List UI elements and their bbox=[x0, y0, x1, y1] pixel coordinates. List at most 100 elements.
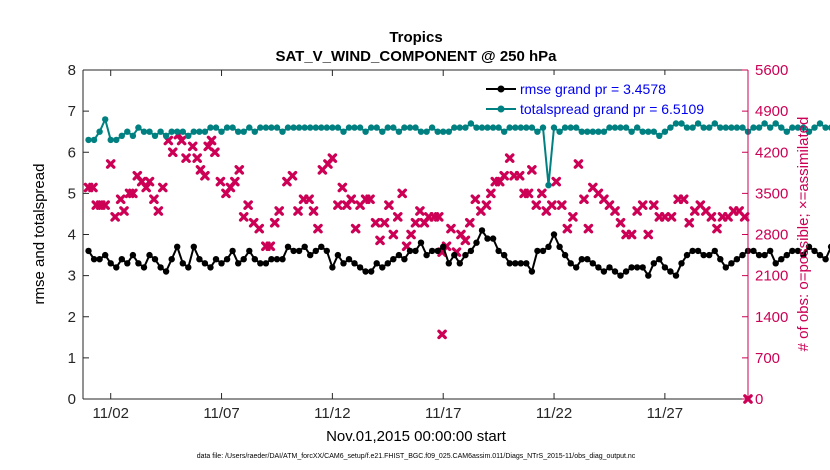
spread-point bbox=[778, 124, 785, 131]
obs-assimilated-marker bbox=[626, 229, 637, 240]
rmse-point bbox=[678, 260, 685, 267]
obs-assimilated-marker bbox=[406, 229, 416, 240]
spread-point bbox=[706, 124, 713, 131]
spread-point bbox=[273, 124, 281, 131]
rmse-point bbox=[755, 251, 763, 259]
rmse-point bbox=[489, 235, 497, 242]
obs-assimilated-marker bbox=[243, 200, 253, 210]
spread-point bbox=[406, 124, 414, 131]
spread-point bbox=[240, 128, 247, 135]
rmse-point bbox=[318, 243, 325, 250]
obs-assimilated-marker bbox=[350, 223, 361, 234]
spread-point bbox=[728, 124, 735, 131]
y-tick-label-right: 700 bbox=[755, 350, 780, 367]
spread-point bbox=[140, 128, 148, 135]
spread-point bbox=[151, 132, 159, 139]
legend-spread-label: totalspread grand pr = 6.5109 bbox=[520, 101, 704, 117]
obs-assimilated-marker bbox=[610, 206, 620, 216]
spread-point bbox=[323, 124, 330, 131]
rmse-point bbox=[390, 256, 397, 263]
obs-assimilated-marker bbox=[370, 217, 381, 228]
rmse-point bbox=[107, 260, 114, 267]
obs-assimilated-marker bbox=[269, 217, 280, 228]
spread-point bbox=[290, 124, 297, 131]
rmse-point bbox=[589, 260, 596, 267]
rmse-point bbox=[246, 247, 253, 255]
y-tick-label-right: 4900 bbox=[755, 103, 788, 120]
rmse-point bbox=[478, 227, 486, 234]
spread-point bbox=[489, 124, 497, 131]
rmse-point bbox=[523, 260, 530, 267]
spread-point bbox=[340, 128, 347, 135]
spread-point bbox=[561, 124, 569, 131]
rmse-point bbox=[645, 272, 652, 279]
rmse-point bbox=[212, 256, 220, 263]
rmse-point bbox=[827, 243, 830, 250]
rmse-point bbox=[340, 260, 347, 267]
rmse-point bbox=[600, 268, 608, 275]
legend-rmse-marker bbox=[497, 85, 505, 93]
spread-point bbox=[606, 124, 613, 131]
rmse-point bbox=[794, 247, 802, 255]
spread-point bbox=[207, 124, 214, 131]
obs-assimilated-marker bbox=[551, 176, 562, 187]
rmse-point bbox=[140, 264, 148, 271]
spread-point bbox=[484, 124, 491, 131]
spread-point bbox=[622, 124, 630, 131]
spread-point bbox=[345, 124, 353, 131]
x-tick-label: 11/22 bbox=[536, 405, 572, 422]
x-tick-label: 11/12 bbox=[314, 405, 350, 422]
spread-point bbox=[428, 124, 436, 131]
rmse-point bbox=[368, 268, 375, 275]
spread-point bbox=[739, 124, 746, 131]
rmse-point bbox=[162, 268, 170, 275]
rmse-point bbox=[661, 264, 669, 271]
spread-point bbox=[523, 124, 530, 131]
rmse-point bbox=[639, 264, 646, 271]
rmse-point bbox=[102, 251, 109, 259]
spread-point bbox=[800, 124, 807, 131]
spread-point bbox=[717, 124, 724, 131]
rmse-point bbox=[789, 247, 796, 255]
rmse-point bbox=[634, 264, 641, 271]
obs-assimilated-marker bbox=[287, 170, 298, 181]
rmse-point bbox=[279, 256, 286, 263]
spread-point bbox=[578, 128, 585, 135]
rmse-point bbox=[251, 256, 258, 263]
spread-point bbox=[356, 124, 364, 131]
obs-assimilated-marker bbox=[583, 223, 594, 234]
rmse-point bbox=[440, 243, 447, 250]
rmse-series-layer bbox=[85, 227, 830, 279]
y-tick-label-right: 1400 bbox=[755, 309, 788, 326]
obs-assimilated-marker bbox=[346, 194, 357, 205]
spread-point bbox=[539, 124, 547, 131]
spread-point bbox=[318, 124, 325, 131]
spread-point bbox=[445, 128, 452, 135]
rmse-point bbox=[223, 256, 231, 263]
y-tick-label: 2 bbox=[68, 309, 76, 326]
obs-assimilated-marker bbox=[265, 241, 276, 252]
obs-assimilated-marker bbox=[144, 176, 155, 187]
spread-point bbox=[417, 128, 425, 135]
spread-point bbox=[124, 128, 131, 135]
spread-point bbox=[584, 128, 591, 135]
obs-assimilated-marker bbox=[192, 153, 202, 163]
rmse-point bbox=[534, 247, 541, 255]
spread-point bbox=[90, 136, 98, 144]
spread-point bbox=[162, 132, 170, 139]
spread-point bbox=[750, 124, 757, 131]
spread-point bbox=[329, 124, 336, 131]
rmse-point bbox=[783, 251, 790, 259]
rmse-point bbox=[268, 256, 275, 263]
spread-point bbox=[794, 124, 802, 131]
rmse-point bbox=[196, 256, 203, 263]
rmse-point bbox=[417, 239, 425, 246]
rmse-point bbox=[550, 231, 558, 238]
legend-box bbox=[478, 75, 740, 119]
rmse-point bbox=[512, 260, 519, 267]
x-tick-label: 11/27 bbox=[647, 405, 683, 422]
spread-point bbox=[462, 124, 469, 131]
rmse-point bbox=[201, 260, 209, 267]
obs-assimilated-marker bbox=[579, 194, 589, 205]
obs-assimilated-marker bbox=[379, 217, 390, 228]
